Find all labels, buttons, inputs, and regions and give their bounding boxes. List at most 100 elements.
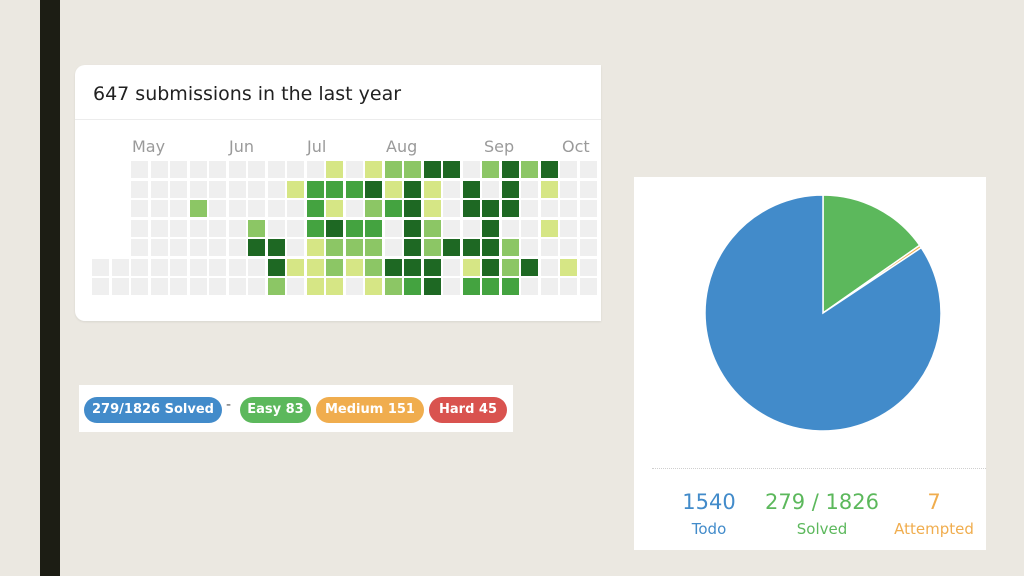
heatmap-cell[interactable]	[248, 219, 265, 237]
heatmap-cell[interactable]	[521, 219, 538, 237]
heatmap-cell[interactable]	[501, 161, 519, 178]
heatmap-cell[interactable]	[365, 278, 382, 295]
heatmap-cell[interactable]	[384, 219, 402, 237]
heatmap-cell[interactable]	[423, 258, 441, 276]
heatmap-cell[interactable]	[384, 200, 402, 217]
heatmap-cell[interactable]	[228, 161, 246, 178]
heatmap-cell[interactable]	[443, 161, 460, 178]
heatmap-cell[interactable]	[521, 258, 538, 276]
heatmap-cell[interactable]	[579, 161, 597, 178]
heatmap-cell[interactable]	[404, 239, 421, 256]
easy-badge[interactable]: Easy 83	[240, 397, 311, 423]
heatmap-cell[interactable]	[131, 219, 148, 237]
heatmap-cell[interactable]	[189, 219, 207, 237]
heatmap-cell[interactable]	[560, 258, 577, 276]
heatmap-cell[interactable]	[345, 239, 363, 256]
heatmap-cell[interactable]	[560, 239, 577, 256]
heatmap-cell[interactable]	[365, 239, 382, 256]
heatmap-cell[interactable]	[482, 200, 499, 217]
heatmap-cell[interactable]	[345, 200, 363, 217]
heatmap-cell[interactable]	[287, 161, 304, 178]
heatmap-cell[interactable]	[443, 258, 460, 276]
heatmap-cell[interactable]	[287, 200, 304, 217]
heatmap-cell[interactable]	[501, 278, 519, 295]
heatmap-cell[interactable]	[443, 239, 460, 256]
heatmap-cell[interactable]	[404, 161, 421, 178]
heatmap-cell[interactable]	[189, 239, 207, 256]
heatmap-cell[interactable]	[228, 219, 246, 237]
heatmap-cell[interactable]	[170, 161, 187, 178]
heatmap-cell[interactable]	[306, 219, 324, 237]
heatmap-cell[interactable]	[248, 239, 265, 256]
heatmap-cell[interactable]	[423, 239, 441, 256]
heatmap-cell[interactable]	[326, 180, 343, 198]
heatmap-cell[interactable]	[209, 200, 226, 217]
heatmap-cell[interactable]	[150, 219, 168, 237]
heatmap-cell[interactable]	[560, 161, 577, 178]
heatmap-cell[interactable]	[209, 278, 226, 295]
heatmap-cell[interactable]	[189, 258, 207, 276]
heatmap-cell[interactable]	[462, 200, 480, 217]
heatmap-cell[interactable]	[423, 161, 441, 178]
heatmap-cell[interactable]	[540, 180, 558, 198]
heatmap-cell[interactable]	[560, 200, 577, 217]
heatmap-cell[interactable]	[267, 258, 285, 276]
heatmap-cell[interactable]	[209, 161, 226, 178]
heatmap-cell[interactable]	[521, 161, 538, 178]
heatmap-cell[interactable]	[423, 180, 441, 198]
heatmap-cell[interactable]	[228, 200, 246, 217]
heatmap-cell[interactable]	[189, 278, 207, 295]
heatmap-cell[interactable]	[111, 278, 129, 295]
heatmap-cell[interactable]	[501, 219, 519, 237]
heatmap-cell[interactable]	[287, 258, 304, 276]
heatmap-cell[interactable]	[482, 180, 499, 198]
heatmap-cell[interactable]	[404, 258, 421, 276]
heatmap-cell[interactable]	[326, 258, 343, 276]
heatmap-cell[interactable]	[267, 278, 285, 295]
heatmap-cell[interactable]	[482, 258, 499, 276]
heatmap-cell[interactable]	[482, 161, 499, 178]
heatmap-cell[interactable]	[423, 219, 441, 237]
heatmap-cell[interactable]	[345, 161, 363, 178]
heatmap-cell[interactable]	[170, 258, 187, 276]
heatmap-cell[interactable]	[248, 258, 265, 276]
heatmap-cell[interactable]	[579, 219, 597, 237]
heatmap-cell[interactable]	[462, 161, 480, 178]
heatmap-cell[interactable]	[462, 239, 480, 256]
heatmap-cell[interactable]	[287, 219, 304, 237]
heatmap-cell[interactable]	[579, 180, 597, 198]
heatmap-cell[interactable]	[462, 180, 480, 198]
heatmap-cell[interactable]	[482, 219, 499, 237]
heatmap-cell[interactable]	[326, 219, 343, 237]
heatmap-cell[interactable]	[306, 258, 324, 276]
heatmap-cell[interactable]	[267, 180, 285, 198]
heatmap-cell[interactable]	[560, 219, 577, 237]
heatmap-cell[interactable]	[306, 239, 324, 256]
heatmap-cell[interactable]	[482, 278, 499, 295]
heatmap-cell[interactable]	[170, 219, 187, 237]
heatmap-cell[interactable]	[131, 278, 148, 295]
heatmap-cell[interactable]	[228, 258, 246, 276]
hard-badge[interactable]: Hard 45	[429, 397, 507, 423]
heatmap-cell[interactable]	[326, 239, 343, 256]
heatmap-cell[interactable]	[540, 200, 558, 217]
heatmap-cell[interactable]	[150, 258, 168, 276]
heatmap-cell[interactable]	[404, 278, 421, 295]
heatmap-cell[interactable]	[306, 161, 324, 178]
heatmap-cell[interactable]	[150, 278, 168, 295]
heatmap-cell[interactable]	[365, 200, 382, 217]
heatmap-cell[interactable]	[306, 180, 324, 198]
heatmap-cell[interactable]	[443, 219, 460, 237]
heatmap-cell[interactable]	[287, 239, 304, 256]
heatmap-cell[interactable]	[150, 180, 168, 198]
heatmap-cell[interactable]	[501, 200, 519, 217]
heatmap-cell[interactable]	[540, 239, 558, 256]
pie-slice-todo[interactable]	[704, 194, 942, 432]
heatmap-cell[interactable]	[170, 200, 187, 217]
heatmap-cell[interactable]	[131, 180, 148, 198]
heatmap-cell[interactable]	[267, 161, 285, 178]
heatmap-cell[interactable]	[345, 180, 363, 198]
heatmap-cell[interactable]	[326, 200, 343, 217]
heatmap-cell[interactable]	[345, 278, 363, 295]
heatmap-cell[interactable]	[248, 200, 265, 217]
